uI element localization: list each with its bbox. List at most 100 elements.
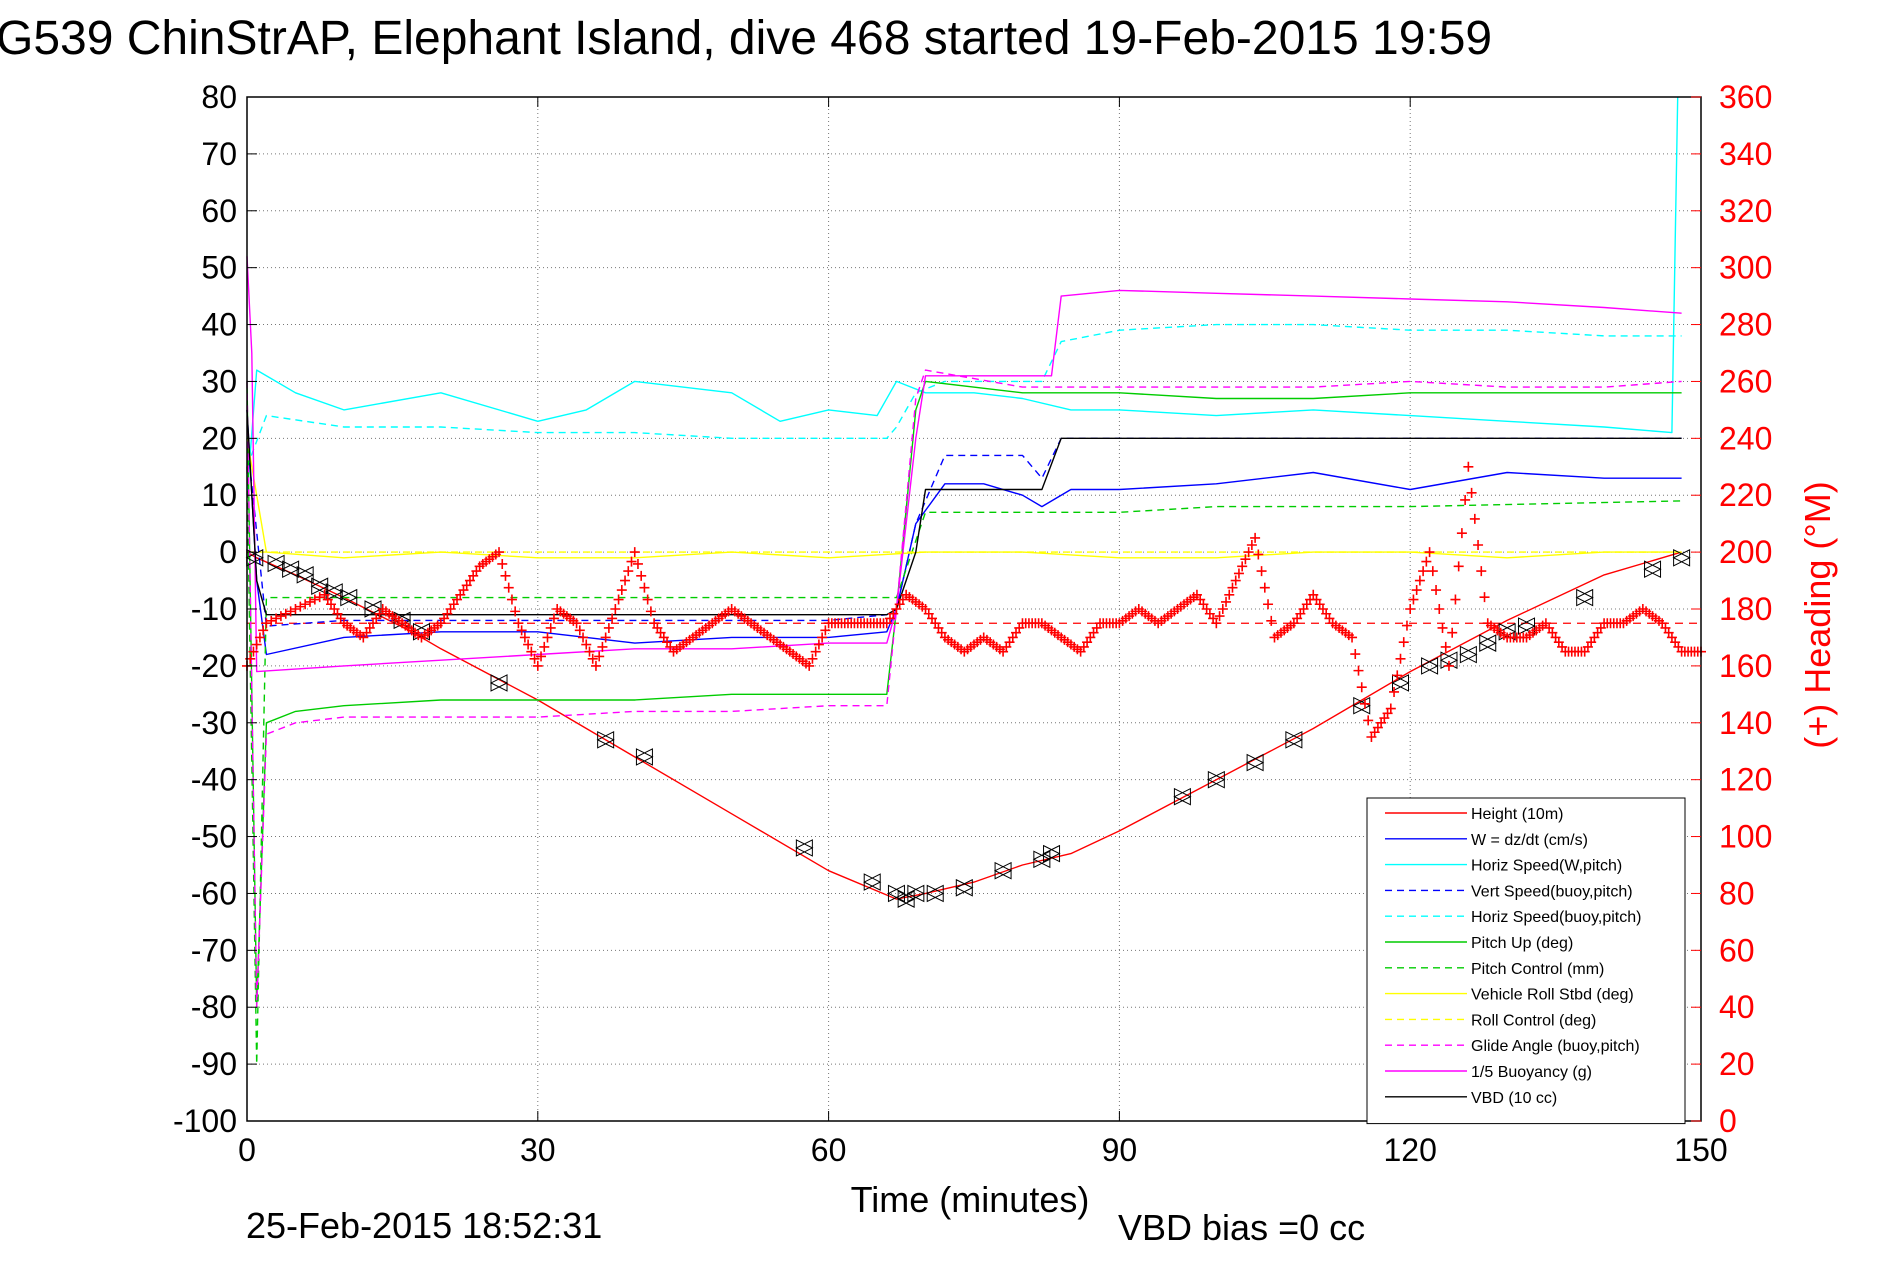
legend: Height (10m) W = dz/dt (cm/s) Horiz Speed(…	[1366, 797, 1686, 1125]
heading-point	[314, 592, 325, 603]
heading-point	[1408, 594, 1419, 605]
depth-marker	[635, 748, 654, 766]
legend-box	[1366, 797, 1686, 1125]
y-tick-label: 10	[201, 477, 237, 513]
heading-point	[305, 596, 316, 607]
series-line-4	[246, 323, 1682, 468]
heading-point	[529, 653, 540, 664]
y-tick-label: -80	[191, 989, 237, 1025]
heading-point	[1479, 592, 1490, 603]
heading-point	[1350, 649, 1361, 660]
heading-point	[1421, 556, 1432, 567]
heading-point	[1246, 540, 1257, 550]
heading-point	[642, 594, 653, 605]
legend-label-6: Pitch Control (mm)	[1471, 961, 1604, 978]
depth-marker	[1352, 696, 1371, 715]
depth-marker	[1420, 657, 1439, 675]
legend-label-2: Horiz Speed(W,pitch)	[1471, 858, 1622, 875]
heading-point	[645, 606, 656, 617]
legend-label-4: Horiz Speed(buoy,pitch)	[1471, 909, 1641, 926]
heading-point	[1389, 686, 1400, 697]
right-tick-label: 100	[1719, 819, 1772, 855]
right-tick-label: 260	[1719, 363, 1772, 399]
depth-marker	[489, 674, 509, 692]
heading-point	[620, 575, 631, 586]
legend-label-0: Height (10m)	[1471, 806, 1563, 823]
heading-point	[1240, 554, 1251, 565]
heading-point	[807, 653, 818, 664]
heading-series	[242, 461, 1706, 742]
heading-point	[548, 613, 559, 624]
heading-point	[1227, 582, 1238, 593]
heading-point	[295, 601, 306, 612]
heading-point	[1217, 604, 1228, 614]
heading-point	[290, 604, 301, 614]
heading-point	[1263, 599, 1274, 610]
right-tick-label: 0	[1719, 1103, 1737, 1139]
heading-point	[1447, 627, 1458, 638]
heading-point	[523, 639, 534, 650]
heading-point	[532, 660, 543, 671]
right-tick-label: 180	[1719, 591, 1772, 627]
heading-point	[1392, 670, 1403, 681]
heading-point	[1211, 618, 1222, 629]
right-tick-label: 240	[1719, 420, 1772, 456]
depth-marker	[1284, 731, 1303, 749]
x-tick-label: 120	[1384, 1132, 1437, 1168]
heading-point	[1450, 594, 1461, 605]
legend-label-9: Glide Angle (buoy,pitch)	[1471, 1038, 1640, 1055]
y-tick-label: 50	[201, 250, 237, 286]
heading-point	[623, 566, 634, 577]
y-tick-label: 60	[201, 193, 237, 229]
heading-point	[500, 570, 511, 581]
depth-marker	[596, 731, 615, 749]
heading-point	[526, 646, 537, 657]
heading-point	[1401, 620, 1412, 631]
series-line-1	[246, 409, 1682, 656]
right-tick-label: 140	[1719, 705, 1772, 741]
heading-point	[1414, 575, 1425, 586]
heading-point	[600, 632, 611, 643]
heading-point	[594, 651, 605, 662]
depth-marker	[1672, 548, 1691, 567]
heading-point	[610, 604, 621, 614]
heading-point	[1356, 682, 1367, 693]
heading-point	[258, 625, 269, 636]
heading-point	[578, 632, 589, 643]
heading-point	[597, 641, 608, 652]
heading-point	[1427, 566, 1438, 577]
depth-marker	[926, 884, 945, 903]
depth-marker	[1459, 645, 1478, 664]
depth-marker	[1575, 588, 1594, 607]
heading-point	[497, 558, 508, 569]
x-tick-label: 0	[238, 1132, 256, 1168]
y-tick-label: -70	[191, 932, 237, 968]
heading-point	[1443, 660, 1454, 671]
heading-point	[813, 639, 824, 650]
heading-point	[1424, 547, 1435, 558]
heading-point	[516, 625, 527, 636]
heading-point	[1466, 487, 1477, 498]
heading-point	[513, 618, 524, 629]
right-tick-label: 280	[1719, 307, 1772, 343]
heading-point	[632, 558, 643, 569]
heading-point	[285, 606, 296, 617]
heading-point	[1431, 585, 1442, 596]
legend-label-1: W = dz/dt (cm/s)	[1471, 832, 1588, 849]
heading-point	[1437, 622, 1448, 633]
legend-label-5: Pitch Up (deg)	[1471, 935, 1573, 952]
heading-point	[503, 582, 514, 593]
heading-point	[1230, 575, 1241, 586]
depth-marker	[339, 588, 358, 607]
depth-marker	[1207, 770, 1226, 789]
depth-marker	[296, 566, 315, 584]
heading-point	[1411, 585, 1422, 596]
depth-marker	[1173, 787, 1192, 806]
heading-point	[545, 622, 556, 633]
right-tick-label: 60	[1719, 932, 1755, 968]
heading-point	[1233, 568, 1244, 579]
heading-point	[1405, 604, 1416, 614]
heading-point	[571, 618, 582, 629]
depth-marker	[906, 884, 925, 903]
right-tick-label: 160	[1719, 648, 1772, 684]
